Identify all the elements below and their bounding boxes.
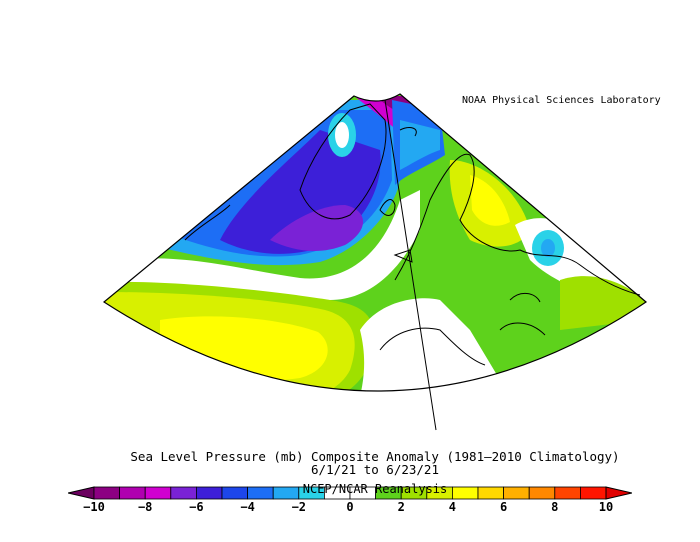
colorbar-tick-label: 6	[499, 500, 508, 514]
chart-title: Sea Level Pressure (mb) Composite Anomal…	[130, 449, 620, 464]
colorbar-max-arrow	[605, 486, 632, 500]
date-range: 6/1/21 to 6/23/21	[311, 462, 439, 477]
colorbar-tick-label: 2	[397, 500, 405, 514]
colorbar-tick-label: 10	[598, 500, 614, 514]
anomaly-fill	[104, 94, 646, 391]
credit-label: NOAA Physical Sciences Laboratory	[462, 95, 661, 106]
colorbar-tick-label: −10	[83, 500, 105, 514]
source-label: NCEP/NCAR Reanalysis	[302, 482, 448, 496]
coastlines	[184, 103, 641, 366]
anomaly-map	[102, 93, 647, 431]
colorbar-tick-label: 0	[346, 500, 354, 514]
colorbar-tick-label: 4	[448, 500, 457, 514]
colorbar-tick-label: −6	[189, 500, 204, 514]
colorbar-tick-label: −8	[137, 500, 153, 514]
colorbar-tick-label: −4	[240, 500, 255, 514]
meridian-line	[384, 99, 437, 431]
colorbar-tick-label: −2	[291, 500, 307, 514]
colorbar	[68, 486, 632, 500]
colorbar-tick-label: 8	[551, 500, 559, 514]
map-outline	[102, 93, 647, 392]
